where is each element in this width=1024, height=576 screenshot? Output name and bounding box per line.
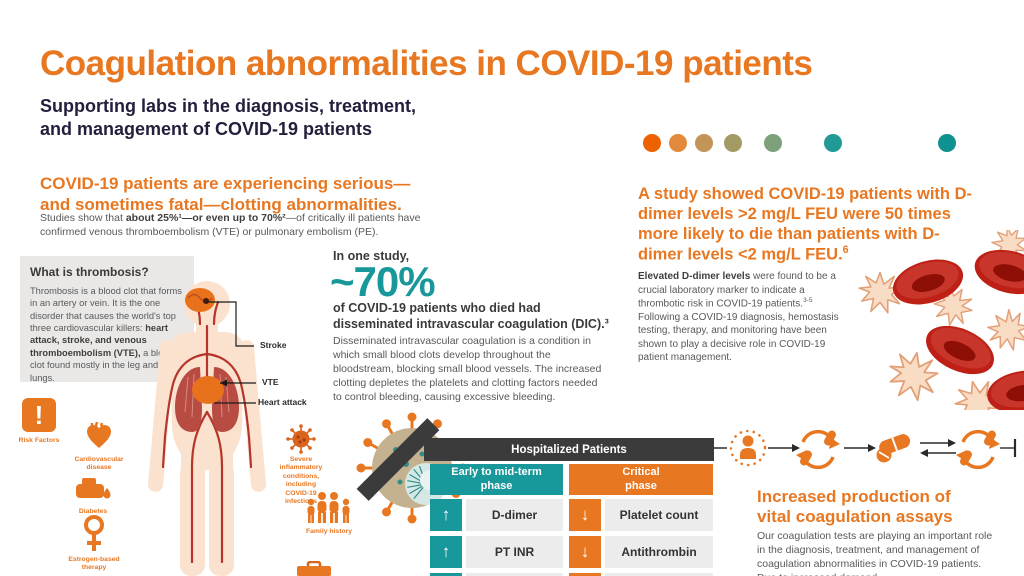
- test-tube-cycle-icon: [794, 427, 842, 470]
- test-tube-cycle-icon: [954, 427, 1002, 470]
- medication-icon: [876, 434, 911, 463]
- ddimer-body: Elevated D-dimer levels were found to be…: [638, 270, 850, 365]
- human-body-illustration: [147, 281, 267, 576]
- transition-dot: [824, 134, 842, 152]
- intro-body: Studies show that about 25%¹—or even up …: [40, 212, 440, 240]
- patient-icon: [729, 429, 767, 467]
- table-title: Hospitalized Patients: [424, 438, 714, 461]
- thrombosis-body: Thrombosis is a blood clot that forms in…: [30, 285, 184, 384]
- heart-attack-label: Heart attack: [258, 397, 307, 407]
- dic-stat-70pct: ~70%: [330, 258, 436, 305]
- transition-dot: [695, 134, 713, 152]
- stroke-label: Stroke: [260, 340, 287, 350]
- table-title-text: Hospitalized Patients: [511, 443, 627, 456]
- intro-body-bold: about 25%¹—or even up to 70%²: [125, 212, 286, 224]
- ddimer-body-bold: Elevated D-dimer levels: [638, 271, 751, 282]
- table-row-partial: [466, 573, 563, 576]
- transition-dot: [724, 134, 742, 152]
- table-cell-d-dimer: D-dimer: [466, 499, 563, 531]
- ddimer-heading-text: A study showed COVID-19 patients with D-…: [638, 185, 973, 264]
- female-symbol-icon: [84, 515, 104, 551]
- flow-arrows: [710, 439, 1017, 457]
- ddimer-body-citation: 3-5: [803, 297, 813, 304]
- estrogen-therapy-label: Estrogen-based therapy: [68, 556, 120, 572]
- ddimer-body-end: Following a COVID-19 diagnosis, hemostas…: [638, 311, 839, 364]
- ddimer-body-mid: were found to be a crucial laboratory ma…: [638, 271, 836, 310]
- page-subtitle: Supporting labs in the diagnosis, treatm…: [40, 95, 416, 142]
- production-heading: Increased production of vital coagulatio…: [757, 487, 953, 526]
- up-arrow-icon: ↑: [430, 499, 462, 531]
- family-history-label: Family history: [305, 528, 353, 535]
- virus-icon: [286, 424, 316, 454]
- glucose-meter-icon: [76, 478, 111, 499]
- subtitle-line2: and management of COVID-19 patients: [40, 119, 373, 140]
- intro-heading-line1: COVID-19 patients are experiencing serio…: [40, 174, 411, 193]
- up-arrow-icon: ↑: [430, 536, 462, 568]
- cardiovascular-label: Cardiovascular disease: [74, 456, 124, 472]
- table-cell-pt-inr: PT INR: [466, 536, 563, 568]
- ddimer-heading: A study showed COVID-19 patients with D-…: [638, 184, 983, 265]
- table-cell-antithrombin: Antithrombin: [605, 536, 713, 568]
- dic-statement: of COVID-19 patients who died had dissem…: [333, 301, 609, 331]
- exclamation-icon: !: [22, 398, 56, 432]
- table-row-partial: [605, 573, 713, 576]
- family-icon: [307, 492, 350, 523]
- ddimer-heading-citation: 6: [842, 244, 849, 257]
- thrombosis-heading: What is thrombosis?: [30, 265, 149, 279]
- briefcase-icon-partial: [297, 561, 331, 576]
- inflammatory-conditions-label: Severe inflammatory conditions, includin…: [279, 456, 323, 506]
- column-header-critical-phase: Critical phase: [569, 464, 713, 495]
- intro-heading: COVID-19 patients are experiencing serio…: [40, 174, 410, 215]
- table-row-partial: [569, 573, 601, 576]
- thrombosis-definition-box: What is thrombosis? Thrombosis is a bloo…: [20, 256, 194, 384]
- page-title: Coagulation abnormalities in COVID-19 pa…: [40, 44, 813, 83]
- transition-dot: [643, 134, 661, 152]
- intro-body-suffix: —of critically ill patients have confirm…: [40, 212, 421, 238]
- table-cell-platelet-count: Platelet count: [605, 499, 713, 531]
- dic-body: Disseminated intravascular coagulation i…: [333, 335, 602, 404]
- thrombosis-body-bold: heart attack, stroke, and venous thrombo…: [30, 323, 168, 358]
- production-body: Our coagulation tests are playing an imp…: [757, 530, 993, 576]
- down-arrow-icon: ↓: [569, 499, 601, 531]
- risk-factors-label: Risk Factors: [18, 437, 60, 444]
- transition-dot: [938, 134, 956, 152]
- transition-dot: [669, 134, 687, 152]
- vte-label: VTE: [262, 377, 279, 387]
- diabetes-label: Diabetes: [78, 508, 108, 515]
- transition-dot: [764, 134, 782, 152]
- blood-vessels: [161, 300, 253, 564]
- heart-illustration: [192, 376, 224, 404]
- thrombosis-body-end: a blood clot found mostly in the leg and…: [30, 347, 174, 383]
- column-header-early-phase: Early to mid-term phase: [430, 464, 563, 495]
- intro-heading-line2: and sometimes fatal—clotting abnormaliti…: [40, 194, 402, 214]
- thrombosis-body-start: Thrombosis is a blood clot that forms in…: [30, 286, 182, 334]
- intro-body-prefix: Studies show that: [40, 212, 126, 224]
- testing-workflow-icons: [710, 427, 1017, 470]
- down-arrow-icon: ↓: [569, 536, 601, 568]
- dic-study-intro: In one study,: [333, 249, 410, 263]
- table-row-partial: [430, 573, 462, 576]
- heart-icon: [87, 421, 111, 448]
- subtitle-line1: Supporting labs in the diagnosis, treatm…: [40, 96, 417, 116]
